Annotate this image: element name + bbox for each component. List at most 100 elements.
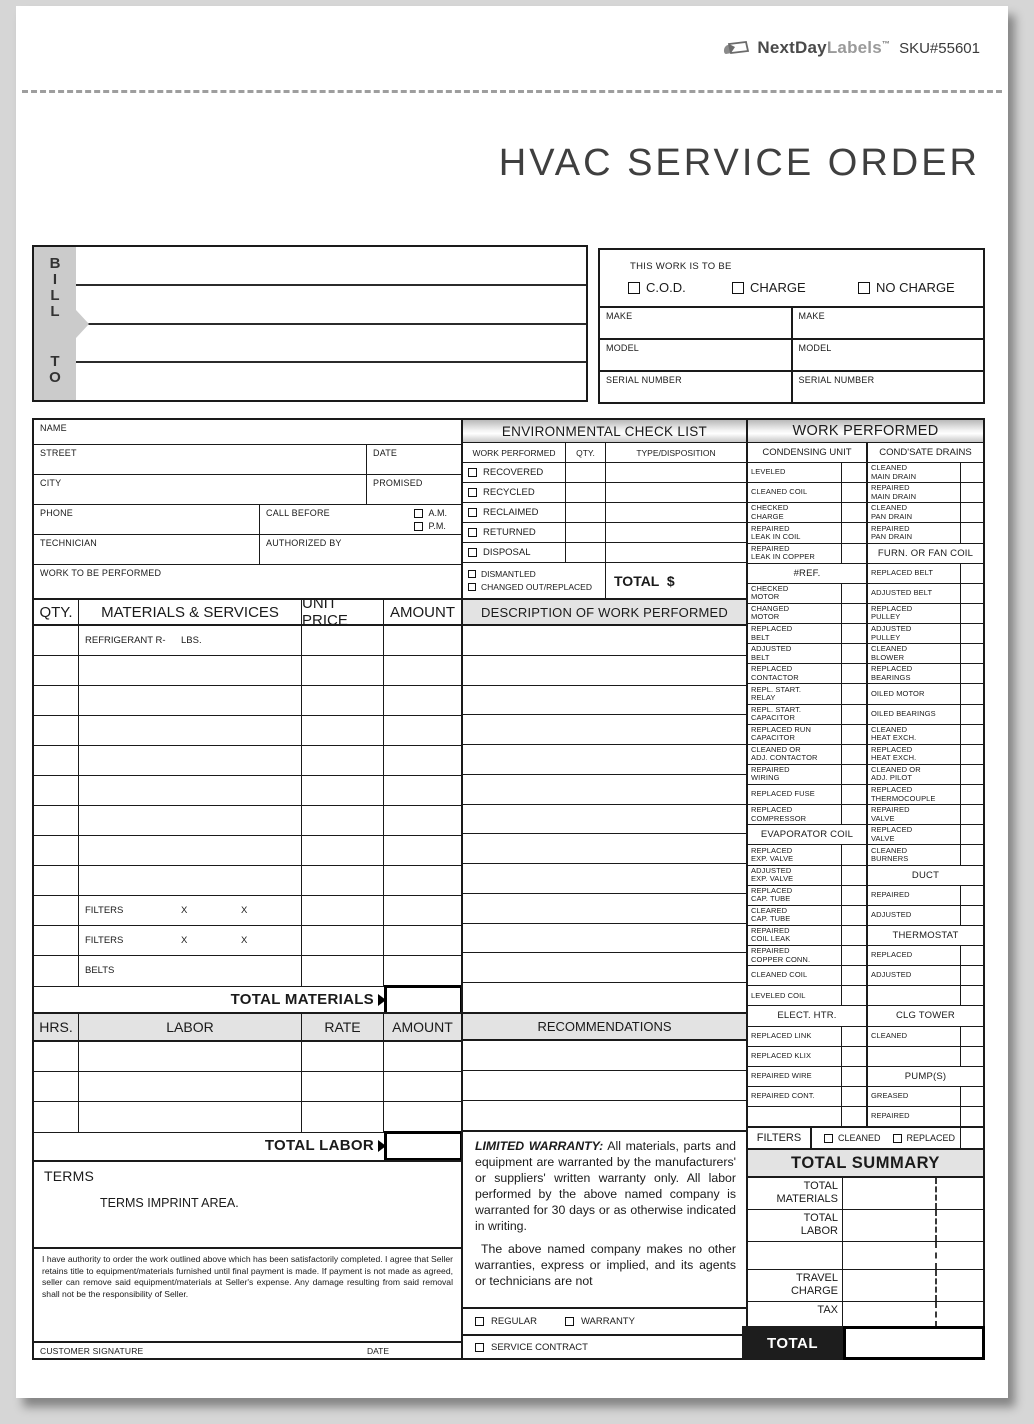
materials-amount-cell[interactable] [384, 716, 461, 745]
checkbox-disposal[interactable] [468, 548, 477, 557]
materials-description-cell[interactable] [79, 776, 302, 805]
unit-field[interactable]: MAKE [790, 308, 984, 338]
work-performed-check-cell[interactable] [842, 986, 868, 1006]
name-field[interactable]: NAME [34, 420, 461, 444]
materials-amount-cell[interactable] [384, 626, 461, 655]
work-performed-check-cell[interactable] [961, 624, 983, 643]
checkbox-charge[interactable] [732, 281, 744, 294]
description-line[interactable] [463, 953, 746, 984]
materials-description-cell[interactable] [79, 686, 302, 715]
unit-field[interactable]: MODEL [600, 340, 791, 370]
work-performed-check-cell[interactable] [961, 644, 983, 663]
description-line[interactable] [463, 924, 746, 954]
work-performed-check-cell[interactable] [842, 1066, 868, 1086]
checkbox-service-contract[interactable] [475, 1342, 484, 1352]
materials-amount-cell[interactable] [384, 686, 461, 715]
materials-amount-cell[interactable] [384, 866, 461, 895]
description-line[interactable] [463, 775, 746, 805]
labor-amount-cell[interactable] [384, 1102, 461, 1132]
work-performed-check-cell[interactable] [961, 1087, 983, 1106]
summary-amount-cell[interactable] [843, 1242, 983, 1269]
work-performed-check-cell[interactable] [961, 906, 983, 925]
checkbox-recycled[interactable] [468, 488, 477, 497]
materials-description-cell[interactable]: REFRIGERANT R- LBS. [79, 626, 302, 655]
env-type-cell[interactable] [606, 523, 746, 542]
work-performed-check-cell[interactable] [842, 946, 868, 966]
materials-qty-cell[interactable] [34, 656, 79, 685]
env-qty-cell[interactable] [566, 523, 606, 542]
checkbox-reclaimed[interactable] [468, 508, 477, 517]
checkbox-am[interactable] [414, 508, 424, 518]
work-performed-check-cell[interactable] [842, 664, 868, 684]
unit-field[interactable]: MODEL [790, 340, 984, 370]
materials-amount-cell[interactable] [384, 956, 461, 986]
checkbox-filters-cleaned[interactable] [824, 1133, 833, 1143]
work-performed-check-cell[interactable] [842, 624, 868, 644]
materials-unit-price-cell[interactable] [302, 896, 384, 925]
work-performed-check-cell[interactable] [961, 805, 983, 824]
materials-qty-cell[interactable] [34, 776, 79, 805]
work-performed-check-cell[interactable] [961, 564, 983, 583]
materials-description-cell[interactable] [79, 746, 302, 775]
recommendation-line[interactable] [463, 1101, 746, 1130]
work-performed-check-cell[interactable] [842, 785, 868, 805]
technician-field[interactable]: TECHNICIAN [34, 535, 260, 564]
work-performed-check-cell[interactable] [842, 925, 868, 945]
description-line[interactable] [463, 715, 746, 746]
work-performed-check-cell[interactable] [961, 523, 983, 542]
labor-rate-cell[interactable] [302, 1042, 384, 1071]
materials-qty-cell[interactable] [34, 626, 79, 655]
materials-description-cell[interactable] [79, 716, 302, 745]
work-performed-check-cell[interactable] [842, 523, 868, 543]
filters-check-cell[interactable] [960, 1128, 983, 1148]
total-labor-amount-cell[interactable] [384, 1131, 463, 1161]
labor-hrs-cell[interactable] [34, 1072, 79, 1101]
materials-qty-cell[interactable] [34, 896, 79, 925]
work-performed-check-cell[interactable] [842, 503, 868, 523]
work-performed-check-cell[interactable] [842, 966, 868, 986]
env-qty-cell[interactable] [566, 463, 606, 482]
description-line[interactable] [463, 656, 746, 686]
checkbox-dismantled[interactable] [468, 570, 476, 578]
description-line[interactable] [463, 834, 746, 865]
env-type-cell[interactable] [606, 543, 746, 562]
city-field[interactable]: CITY [34, 475, 367, 504]
summary-amount-cell[interactable] [843, 1302, 983, 1327]
work-performed-check-cell[interactable] [842, 704, 868, 724]
work-performed-check-cell[interactable] [842, 684, 868, 704]
checkbox-no-charge[interactable] [858, 281, 870, 294]
call-before-field[interactable]: CALL BEFORE A.M. P.M. [260, 505, 461, 534]
recommendation-line[interactable] [463, 1071, 746, 1101]
env-type-cell[interactable] [606, 483, 746, 502]
materials-qty-cell[interactable] [34, 686, 79, 715]
materials-unit-price-cell[interactable] [302, 866, 384, 895]
signature-row[interactable]: CUSTOMER SIGNATURE DATE [32, 1341, 463, 1360]
work-performed-check-cell[interactable] [961, 1047, 983, 1066]
checkbox-regular[interactable] [475, 1317, 484, 1326]
materials-amount-cell[interactable] [384, 656, 461, 685]
work-performed-check-cell[interactable] [961, 745, 983, 764]
work-performed-check-cell[interactable] [961, 1107, 983, 1126]
work-performed-check-cell[interactable] [961, 503, 983, 522]
description-line[interactable] [463, 805, 746, 835]
labor-description-cell[interactable] [79, 1102, 302, 1132]
work-performed-check-cell[interactable] [842, 603, 868, 623]
promised-field[interactable]: PROMISED [367, 475, 461, 504]
work-performed-check-cell[interactable] [961, 966, 983, 985]
materials-qty-cell[interactable] [34, 956, 79, 986]
materials-description-cell[interactable]: BELTS [79, 956, 302, 986]
materials-unit-price-cell[interactable] [302, 836, 384, 865]
work-performed-check-cell[interactable] [842, 764, 868, 784]
work-performed-check-cell[interactable] [961, 946, 983, 965]
work-performed-check-cell[interactable] [961, 986, 983, 1005]
env-qty-cell[interactable] [566, 483, 606, 502]
checkbox-pm[interactable] [414, 521, 424, 531]
description-line[interactable] [463, 686, 746, 716]
description-line[interactable] [463, 745, 746, 775]
materials-description-cell[interactable] [79, 866, 302, 895]
checkbox-warranty[interactable] [564, 1317, 574, 1326]
env-qty-cell[interactable] [566, 503, 606, 522]
description-line[interactable] [463, 626, 746, 656]
materials-unit-price-cell[interactable] [302, 956, 384, 986]
work-performed-check-cell[interactable] [842, 463, 868, 483]
